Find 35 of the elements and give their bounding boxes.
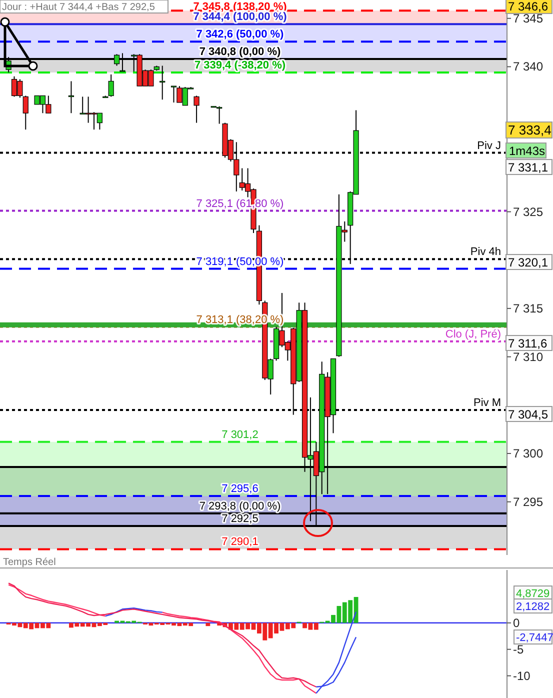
y-tick-label: 0: [513, 616, 520, 630]
y-tick-label: 7 300: [513, 446, 544, 460]
text: 7 333,4: [508, 122, 552, 138]
ref-line-label: Piv 4h: [470, 246, 501, 258]
text: 7 311,6: [508, 336, 548, 350]
y-tick-label: -10: [513, 668, 531, 683]
text: 7 346,6: [508, 0, 548, 14]
y-tick-label: 7 310: [513, 350, 544, 364]
text: -2,7447: [516, 632, 553, 644]
ref-line-label: 7 342,6 (50,00 %): [196, 28, 284, 41]
y-tick-label: 7 325: [513, 204, 544, 219]
text: 7 331,1: [508, 160, 548, 174]
ref-line-label: Piv J: [477, 140, 501, 152]
ref-line-label: Piv M: [474, 396, 501, 409]
ref-line-label: 7 340,8 (0,00 %): [199, 46, 281, 58]
y-tick-label: 7 295: [513, 494, 544, 509]
text: 7 304,5: [508, 407, 548, 422]
y-tick-label: 7 345: [513, 11, 544, 26]
annotation: Jour : +Haut 7 344,4 +Bas 7 292,5: [2, 2, 156, 13]
text: 1m43s: [509, 144, 546, 158]
text: 4,8729: [516, 588, 550, 600]
y-tick-label: 7 340: [513, 60, 544, 74]
ref-line-label: 7 344,4 (100,00 %): [193, 11, 288, 24]
text: Temps Réel: [3, 557, 56, 568]
ref-line-label: 7 290,1: [222, 536, 258, 548]
ref-line-label: 7 293,8 (0,00 %): [199, 500, 281, 512]
ref-line-label: 7 292,5: [222, 512, 258, 525]
y-tick-label: -5: [513, 642, 524, 656]
text: 2,1282: [516, 601, 550, 613]
y-tick-label: 7 315: [513, 301, 544, 316]
ref-line-label: 7 339,4 (-38,20 %): [194, 60, 286, 72]
ref-line-label: 7 301,2: [222, 428, 258, 441]
ref-line-label: Clo (J, Pré): [445, 328, 501, 340]
text: 7 320,1: [508, 255, 548, 270]
ref-line-label: 7 295,6: [222, 483, 258, 496]
